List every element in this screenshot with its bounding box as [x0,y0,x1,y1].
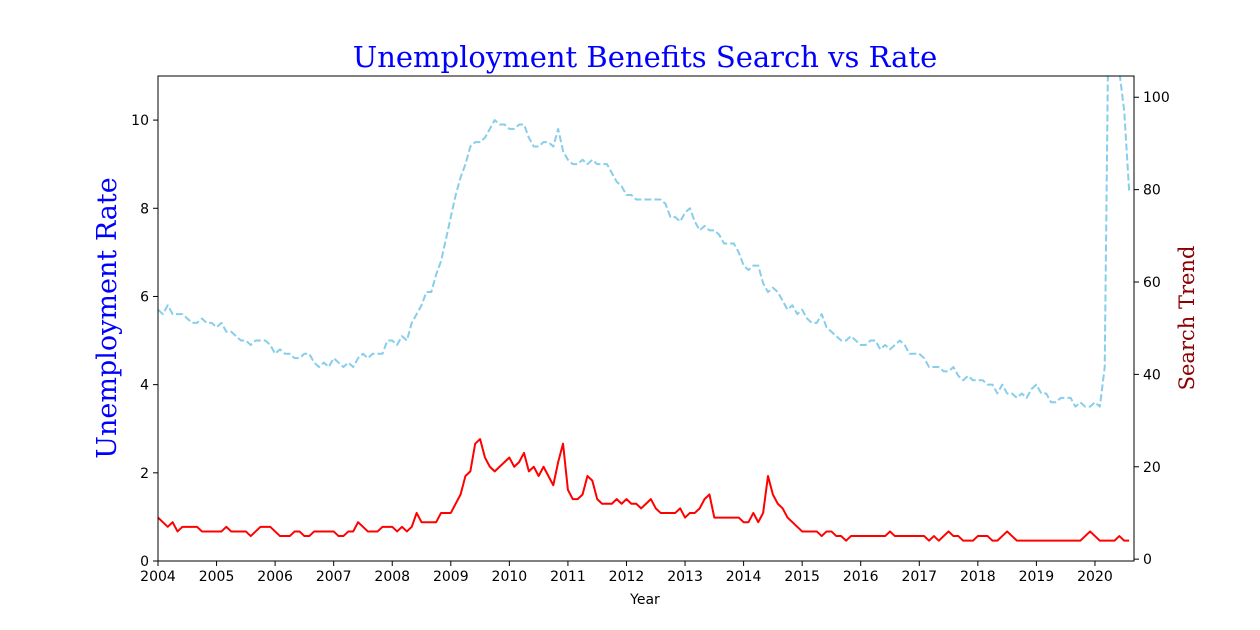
y-right-tick-label: 0 [1143,552,1152,568]
x-tick-label: 2014 [726,569,762,585]
x-tick-label: 2008 [374,569,410,585]
x-tick-label: 2005 [199,569,235,585]
y-left-tick-label: 6 [140,289,149,305]
y-right-tick-label: 80 [1143,183,1161,199]
x-tick-label: 2015 [784,569,820,585]
y-axis-right-ticks: 0 20 40 60 80 100 [1134,90,1170,568]
x-tick-label: 2017 [901,569,937,585]
x-tick-label: 2010 [492,569,528,585]
y-axis-left-ticks: 0 2 4 6 8 10 [131,113,158,570]
x-tick-label: 2012 [609,569,645,585]
x-tick-label: 2007 [316,569,352,585]
x-tick-label: 2004 [140,569,176,585]
y-left-tick-label: 10 [131,113,149,129]
y-right-tick-label: 40 [1143,367,1161,383]
y-left-tick-label: 8 [140,201,149,217]
y-right-tick-label: 60 [1143,275,1161,291]
x-tick-label: 2011 [550,569,586,585]
series-line-2 [158,438,1130,542]
y-axis-left-label: Unemployment Rate [92,177,123,458]
x-tick-label: 2009 [433,569,469,585]
plot-frame [157,75,1135,562]
y-left-tick-label: 2 [140,466,149,482]
x-tick-label: 2018 [960,569,996,585]
x-tick-label: 2016 [843,569,879,585]
y-right-tick-label: 100 [1143,90,1170,106]
y-right-tick-label: 20 [1143,460,1161,476]
y-axis-right-label: Search Trend [1175,246,1199,391]
chart-title: Unemployment Benefits Search vs Rate [353,40,938,74]
series-layer [158,76,1131,542]
y-left-tick-label: 4 [140,378,149,394]
x-tick-label: 2019 [1019,569,1055,585]
x-axis-ticks: 2004 2005 2006 2007 2008 2009 2010 2011 2012 2013… [140,561,1113,585]
y-left-tick-label: 0 [140,554,149,570]
x-tick-label: 2020 [1077,569,1113,585]
x-axis-label: Year [629,592,660,608]
series-line-1 [158,76,1131,408]
x-tick-label: 2006 [257,569,293,585]
x-tick-label: 2013 [667,569,703,585]
